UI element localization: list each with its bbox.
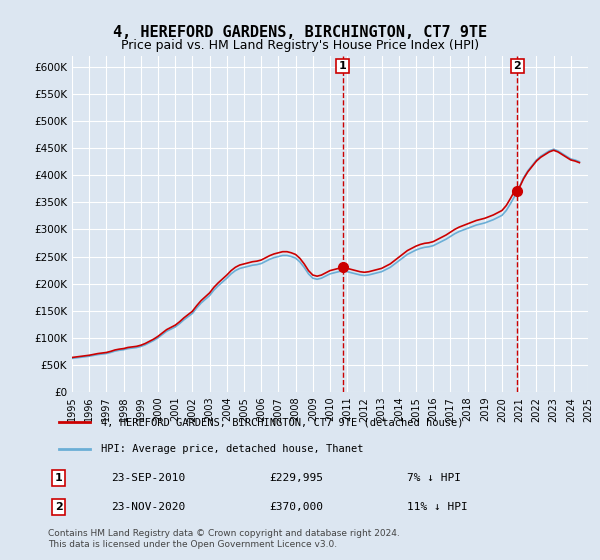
Text: 23-NOV-2020: 23-NOV-2020 bbox=[112, 502, 185, 512]
Text: £370,000: £370,000 bbox=[270, 502, 324, 512]
Text: Price paid vs. HM Land Registry's House Price Index (HPI): Price paid vs. HM Land Registry's House … bbox=[121, 39, 479, 52]
Text: 11% ↓ HPI: 11% ↓ HPI bbox=[407, 502, 468, 512]
Text: 1: 1 bbox=[338, 61, 346, 71]
Text: 4, HEREFORD GARDENS, BIRCHINGTON, CT7 9TE: 4, HEREFORD GARDENS, BIRCHINGTON, CT7 9T… bbox=[113, 25, 487, 40]
Text: 23-SEP-2010: 23-SEP-2010 bbox=[112, 473, 185, 483]
Text: 2: 2 bbox=[514, 61, 521, 71]
Text: 1: 1 bbox=[55, 473, 62, 483]
Text: 2: 2 bbox=[55, 502, 62, 512]
Text: 7% ↓ HPI: 7% ↓ HPI bbox=[407, 473, 461, 483]
Text: £229,995: £229,995 bbox=[270, 473, 324, 483]
Text: 4, HEREFORD GARDENS, BIRCHINGTON, CT7 9TE (detached house): 4, HEREFORD GARDENS, BIRCHINGTON, CT7 9T… bbox=[101, 417, 463, 427]
Text: Contains HM Land Registry data © Crown copyright and database right 2024.
This d: Contains HM Land Registry data © Crown c… bbox=[48, 529, 400, 549]
Text: HPI: Average price, detached house, Thanet: HPI: Average price, detached house, Than… bbox=[101, 444, 364, 454]
